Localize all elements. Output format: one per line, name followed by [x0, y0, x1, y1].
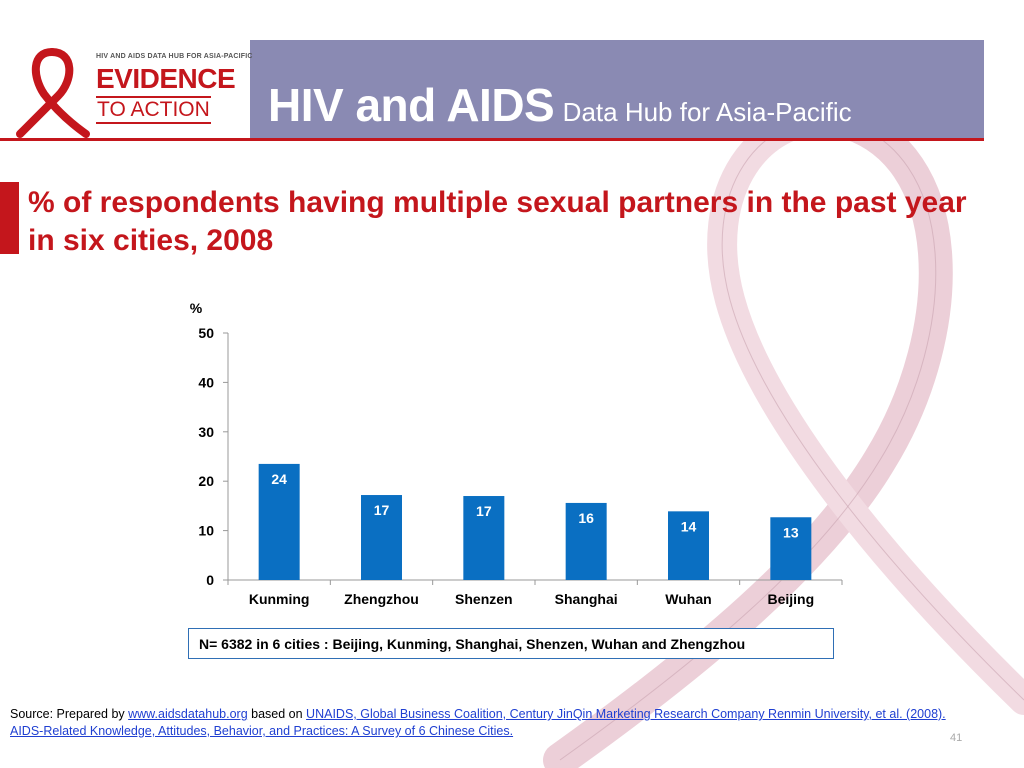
- bar-kunming: [258, 463, 300, 580]
- header-title-sub: Data Hub for Asia-Pacific: [562, 97, 852, 127]
- x-tick-label: Kunming: [249, 591, 310, 607]
- page-number: 41: [950, 732, 963, 744]
- header-banner: HIV AND AIDS DATA HUB FOR ASIA-PACIFIC E…: [0, 40, 984, 141]
- x-tick-label: Beijing: [767, 591, 814, 607]
- y-tick-label: 50: [198, 325, 214, 341]
- source-middle: based on: [247, 707, 307, 721]
- slide-title: % of respondents having multiple sexual …: [28, 186, 967, 257]
- sample-note: N= 6382 in 6 cities : Beijing, Kunming, …: [188, 628, 834, 659]
- logo-evidence-text: EVIDENCE: [96, 63, 236, 94]
- y-axis-label: %: [190, 300, 203, 316]
- data-label: 17: [476, 503, 492, 519]
- bar-shenzen: [463, 496, 505, 580]
- y-tick-label: 40: [198, 374, 214, 390]
- y-tick-label: 0: [206, 572, 214, 588]
- x-tick-label: Shenzen: [455, 591, 513, 607]
- y-tick-label: 10: [198, 523, 214, 539]
- header-title-main: HIV and AIDS: [268, 79, 555, 131]
- title-accent-bar: [0, 182, 19, 254]
- aidsdatahub-link[interactable]: www.aidsdatahub.org: [128, 707, 248, 721]
- header-title: HIV and AIDS Data Hub for Asia-Pacific: [268, 78, 852, 132]
- bar-beijing: [770, 517, 812, 580]
- y-tick-label: 30: [198, 424, 214, 440]
- red-ribbon-icon: [16, 48, 90, 138]
- logo-to-action-text: TO ACTION: [96, 96, 211, 124]
- unaids-report-link[interactable]: UNAIDS, Global Business Coalition, Centu…: [10, 707, 946, 738]
- bar-zhengzhou: [361, 495, 402, 580]
- source-citation: Source: Prepared by www.aidsdatahub.org …: [10, 706, 950, 740]
- bar-wuhan: [668, 511, 709, 580]
- x-tick-label: Zhengzhou: [344, 591, 419, 607]
- data-label: 17: [374, 502, 390, 518]
- bar-shanghai: [565, 502, 607, 580]
- data-label: 13: [783, 524, 799, 540]
- logo-tagline: HIV AND AIDS DATA HUB FOR ASIA-PACIFIC: [96, 53, 253, 60]
- x-tick-label: Shanghai: [555, 591, 618, 607]
- source-prefix: Source: Prepared by: [10, 707, 129, 721]
- data-label: 24: [271, 471, 287, 487]
- data-label: 16: [578, 510, 594, 526]
- logo: HIV AND AIDS DATA HUB FOR ASIA-PACIFIC E…: [0, 40, 253, 138]
- x-tick-label: Wuhan: [665, 591, 711, 607]
- data-label: 14: [681, 518, 697, 534]
- y-tick-label: 20: [198, 473, 214, 489]
